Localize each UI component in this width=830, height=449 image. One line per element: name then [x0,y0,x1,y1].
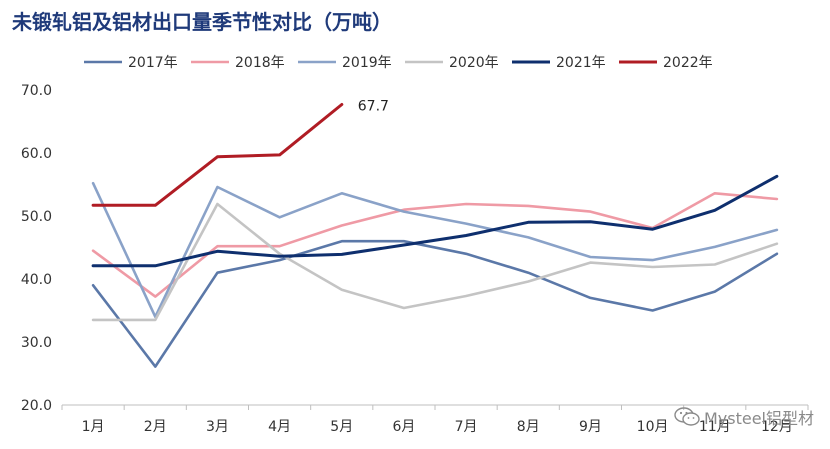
wechat-icon [674,407,700,426]
x-tick-label: 4月 [268,419,291,435]
legend-label: 2019年 [342,55,392,71]
x-tick-label: 9月 [579,419,602,435]
series-line-2017年 [91,239,779,368]
y-tick-label: 40.0 [21,272,52,288]
data-label: 67.7 [358,98,389,114]
x-tick-label: 6月 [392,419,415,435]
y-axis: 20.0 30.0 40.0 50.0 60.0 70.0 [21,83,52,414]
x-tick-label: 3月 [206,419,229,435]
x-tick-label: 11月 [699,419,731,435]
series-line-2020年 [91,202,779,322]
x-axis: 1月 2月 3月 4月 5月 6月 7月 8月 9月 10月 11月 12月 [61,404,809,435]
legend-label: 2021年 [556,55,606,71]
series-line-2022年 [91,103,344,207]
watermark-text: Mysteel铝型材 [703,409,814,428]
plot-lines [91,103,779,368]
x-tick-label: 7月 [455,419,478,435]
legend-label: 2018年 [235,55,285,71]
legend: 2017年 2018年 2019年 2020年 2021年 2022年 [84,55,713,71]
legend-label: 2022年 [663,55,713,71]
watermark: Mysteel铝型材 [674,405,814,429]
y-tick-label: 20.0 [21,398,52,414]
legend-label: 2017年 [128,55,178,71]
x-tick-label: 10月 [637,419,669,435]
y-tick-label: 70.0 [21,83,52,99]
annotations: 67.7 [358,98,389,114]
series-line-2021年 [91,174,779,268]
y-tick-label: 30.0 [21,335,52,351]
chart-title: 未锻轧铝及铝材出口量季节性对比（万吨） [12,10,392,34]
legend-label: 2020年 [449,55,499,71]
series-line-2019年 [91,181,779,319]
x-tick-label: 5月 [330,419,353,435]
x-tick-label: 1月 [82,419,105,435]
y-tick-label: 60.0 [21,146,52,162]
x-tick-label: 8月 [517,419,540,435]
y-tick-label: 50.0 [21,209,52,225]
x-tick-label: 12月 [761,419,793,435]
x-tick-label: 2月 [144,419,167,435]
